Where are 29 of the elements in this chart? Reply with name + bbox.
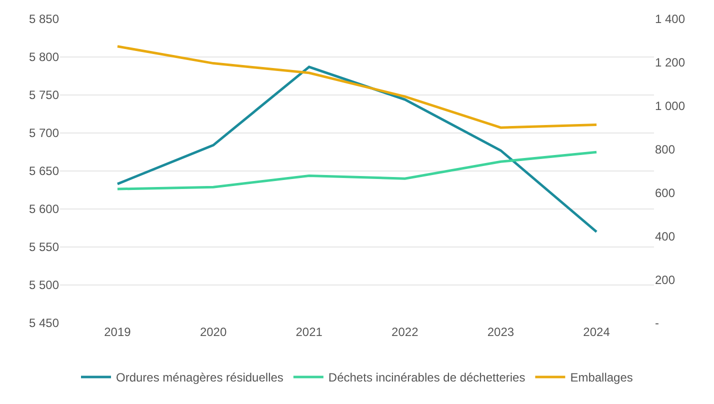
y-tick-label: 5 850 bbox=[28, 12, 60, 26]
y2-tick-label: 1 200 bbox=[655, 56, 686, 70]
y-tick-label: 5 750 bbox=[28, 88, 60, 102]
y2-tick-label: 1 400 bbox=[655, 12, 686, 26]
y-tick-label: 5 650 bbox=[28, 164, 60, 178]
y2-tick-label: 200 bbox=[655, 272, 676, 287]
y-tick-label: 5 450 bbox=[28, 316, 60, 330]
y2-tick-label: 1 000 bbox=[655, 99, 686, 114]
legend-label: Déchets incinérables de déchetteries bbox=[328, 370, 526, 385]
x-tick-label: 2023 bbox=[487, 325, 514, 339]
y-tick-label: 5 600 bbox=[28, 202, 60, 216]
y2-tick-label: 600 bbox=[655, 186, 676, 200]
y-tick-label: 5 700 bbox=[28, 126, 60, 140]
y2-tick-label: - bbox=[655, 316, 659, 330]
x-tick-label: 2019 bbox=[104, 325, 132, 339]
line-series bbox=[116, 45, 598, 129]
legend-label: Emballages bbox=[570, 370, 633, 385]
x-tick-label: 2020 bbox=[200, 325, 227, 339]
line-series bbox=[116, 150, 598, 190]
y-tick-label: 5 500 bbox=[28, 278, 60, 292]
y2-tick-label: 800 bbox=[655, 142, 676, 156]
legend-label: Ordures ménagères résiduelles bbox=[116, 370, 284, 385]
y-tick-label: 5 550 bbox=[28, 240, 60, 254]
line-series bbox=[116, 66, 598, 234]
x-tick-label: 2022 bbox=[392, 325, 419, 339]
y2-tick-label: 400 bbox=[655, 229, 676, 244]
x-tick-label: 2024 bbox=[583, 325, 610, 339]
x-tick-label: 2021 bbox=[296, 325, 323, 339]
y-tick-label: 5 800 bbox=[28, 50, 60, 64]
